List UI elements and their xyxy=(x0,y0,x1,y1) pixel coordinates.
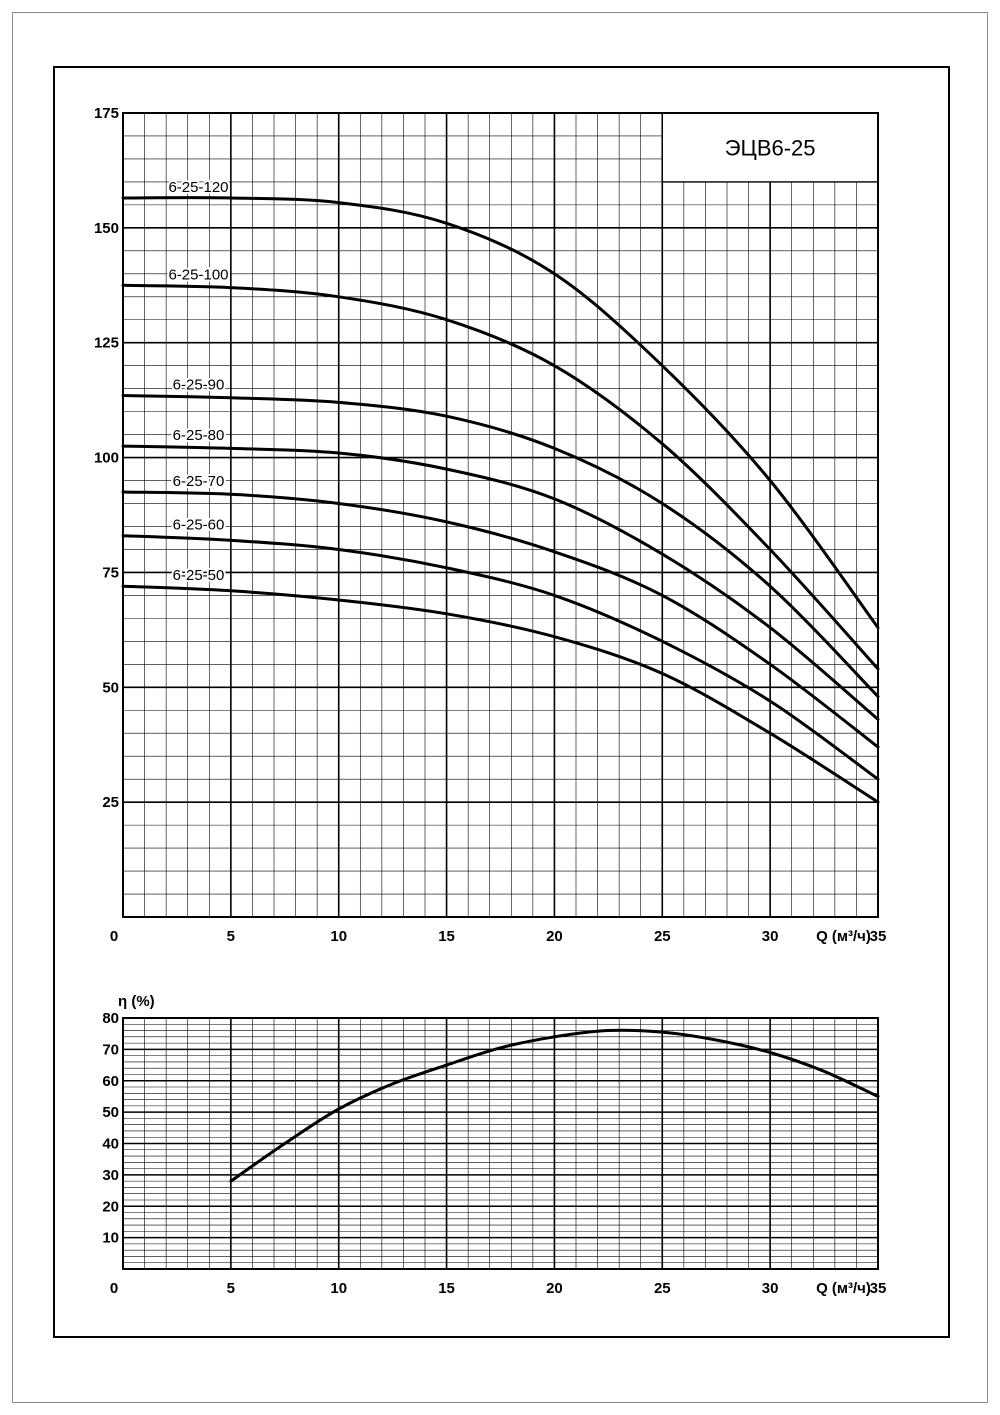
head-plot-area xyxy=(123,113,878,917)
sheet-frame xyxy=(53,66,950,1338)
head-y-tick-label: 50 xyxy=(102,679,119,696)
eff-plot-border xyxy=(122,1017,879,1270)
head-curve-6-25-120 xyxy=(121,196,880,630)
head-y-tick-label: 75 xyxy=(102,564,119,581)
curve-label-6-25-80: 6-25-80 xyxy=(173,427,225,444)
head-x-tick-label: 15 xyxy=(438,928,455,945)
head-curve-6-25-50 xyxy=(121,584,880,804)
eff-x-tick-label: 35 xyxy=(870,1280,887,1297)
eff-y-tick-label: 60 xyxy=(102,1073,119,1090)
head-x-axis-title: Q (м³/ч) xyxy=(816,928,871,945)
curve-label-6-25-90: 6-25-90 xyxy=(173,377,225,394)
curve-label-6-25-120: 6-25-120 xyxy=(168,179,228,196)
chart-title-box xyxy=(661,112,879,183)
eff-x-tick-label: 25 xyxy=(654,1280,671,1297)
eff-x-tick-label: 10 xyxy=(330,1280,347,1297)
curve-label-6-25-50: 6-25-50 xyxy=(173,567,225,584)
curve-label-6-25-70: 6-25-70 xyxy=(173,473,225,490)
head-curve-6-25-90 xyxy=(121,394,880,698)
eff-x-tick-label: 0 xyxy=(110,1280,118,1297)
head-y-tick-label: 25 xyxy=(102,794,119,811)
head-y-tick-label: 150 xyxy=(94,220,119,237)
curve-label-6-25-60: 6-25-60 xyxy=(173,517,225,534)
eff-x-tick-label: 30 xyxy=(762,1280,779,1297)
head-plot-border xyxy=(122,112,879,918)
head-x-tick-label: 20 xyxy=(546,928,563,945)
head-x-tick-label: 35 xyxy=(870,928,887,945)
head-curve-6-25-70 xyxy=(121,490,880,749)
eff-y-tick-label: 30 xyxy=(102,1167,119,1184)
head-x-tick-label: 25 xyxy=(654,928,671,945)
eff-y-tick-label: 80 xyxy=(102,1010,119,1027)
head-curve-6-25-100 xyxy=(121,283,880,671)
head-y-tick-label: 100 xyxy=(94,450,119,467)
eff-y-axis-title: η (%) xyxy=(118,993,155,1010)
eff-x-tick-label: 5 xyxy=(227,1280,235,1297)
curve-label-6-25-100: 6-25-100 xyxy=(168,266,228,283)
eff-y-tick-label: 50 xyxy=(102,1104,119,1121)
page-border xyxy=(12,12,988,1403)
eff-y-tick-label: 20 xyxy=(102,1198,119,1215)
head-y-tick-label: 125 xyxy=(94,335,119,352)
head-x-tick-label: 10 xyxy=(330,928,347,945)
efficiency-chart: 10 20 30 40 50 60 70 80 0 5 10 15 20 25 30 35Q (м³/ч) η … xyxy=(102,993,886,1297)
eff-y-tick-label: 70 xyxy=(102,1041,119,1058)
head-chart: ЭЦВ6-25 6-25-120 6-25-100 6-25-90 6-25-80 6-2… xyxy=(94,105,886,945)
eff-x-axis-title: Q (м³/ч) xyxy=(816,1280,871,1297)
head-x-tick-label: 0 xyxy=(110,928,118,945)
head-curve-6-25-60 xyxy=(121,534,880,781)
head-x-tick-label: 30 xyxy=(762,928,779,945)
eff-x-tick-label: 15 xyxy=(438,1280,455,1297)
head-y-tick-label: 175 xyxy=(94,105,119,122)
efficiency-curve xyxy=(229,1028,880,1183)
head-curve-6-25-80 xyxy=(121,444,880,721)
eff-y-tick-label: 10 xyxy=(102,1230,119,1247)
eff-y-tick-label: 40 xyxy=(102,1136,119,1153)
eff-x-tick-label: 20 xyxy=(546,1280,563,1297)
chart-title: ЭЦВ6-25 xyxy=(725,135,816,160)
head-x-tick-label: 5 xyxy=(227,928,235,945)
